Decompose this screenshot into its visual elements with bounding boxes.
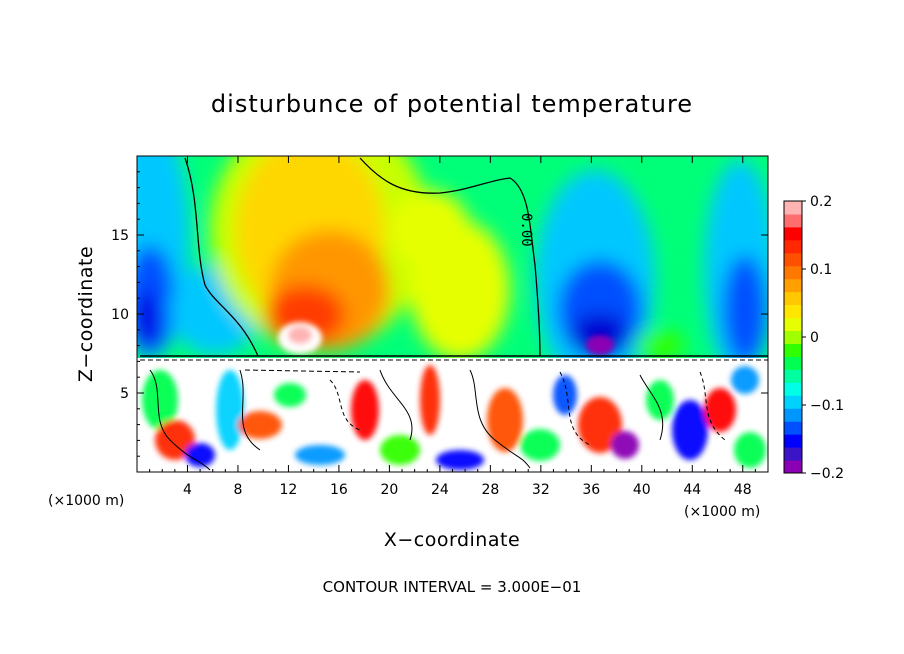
x-tick-label: 44 <box>683 482 701 498</box>
x-tick-label: 48 <box>734 482 752 498</box>
x-tick-label: 4 <box>183 482 192 498</box>
colorbar-swatch <box>784 330 802 344</box>
x-tick-label: 12 <box>280 482 298 498</box>
x-tick-label: 28 <box>481 482 499 498</box>
x-tick-label: 16 <box>330 482 348 498</box>
x-tick-label: 8 <box>233 482 242 498</box>
colorbar-swatch <box>784 343 802 357</box>
colorbar-tick-label: −0.2 <box>810 466 844 482</box>
x-tick-label: 36 <box>582 482 600 498</box>
colorbar-tick-label: 0.1 <box>810 262 832 278</box>
chart-title: disturbunce of potential temperature <box>211 90 693 118</box>
colorbar-swatch <box>784 304 802 319</box>
x-unit-label-left: (×1000 m) <box>48 493 124 509</box>
colorbar-swatch <box>784 278 802 293</box>
colorbar-swatch <box>784 369 802 383</box>
colorbar-swatch <box>784 434 802 448</box>
colorbar-swatch <box>784 291 802 306</box>
colorbar-swatch <box>784 447 802 461</box>
x-axis-label: X−coordinate <box>384 529 520 551</box>
colorbar-swatch <box>784 239 802 254</box>
colorbar-swatch <box>784 395 802 409</box>
contour-interval-note: CONTOUR INTERVAL = 3.000E−01 <box>323 578 582 596</box>
x-tick-label: 20 <box>380 482 398 498</box>
x-axis: 4 8 12 16 20 24 28 32 36 40 44 48 <box>149 156 769 498</box>
x-tick-label: 32 <box>532 482 550 498</box>
colorbar-swatch <box>784 356 802 370</box>
colorbar-swatch <box>784 382 802 396</box>
colorbar-swatch <box>784 421 802 435</box>
colorbar: 0.2 0.1 0 −0.1 −0.2 <box>783 194 844 482</box>
y-tick-label: 10 <box>111 307 129 323</box>
heatmap-field <box>137 156 768 472</box>
x-tick-label: 24 <box>431 482 449 498</box>
x-unit-label-right: (×1000 m) <box>684 504 760 520</box>
colorbar-tick-label: −0.1 <box>810 398 844 414</box>
colorbar-swatch <box>784 201 802 215</box>
colorbar-tick-label: 0.2 <box>810 194 832 210</box>
y-axis-label: Z−coordinate <box>75 246 97 382</box>
y-tick-label: 5 <box>120 386 129 402</box>
colorbar-swatch <box>784 460 802 474</box>
colorbar-swatch <box>784 213 802 228</box>
y-axis: 5 10 15 <box>111 171 768 457</box>
colorbar-swatch <box>784 252 802 267</box>
colorbar-swatch <box>784 265 802 280</box>
colorbar-swatch <box>784 317 802 332</box>
colorbar-swatch <box>784 408 802 422</box>
y-tick-label: 15 <box>111 228 129 244</box>
colorbar-swatch <box>784 226 802 241</box>
x-tick-label: 40 <box>633 482 651 498</box>
colorbar-tick-label: 0 <box>810 330 819 346</box>
contour-label: 0.00 <box>518 213 534 247</box>
